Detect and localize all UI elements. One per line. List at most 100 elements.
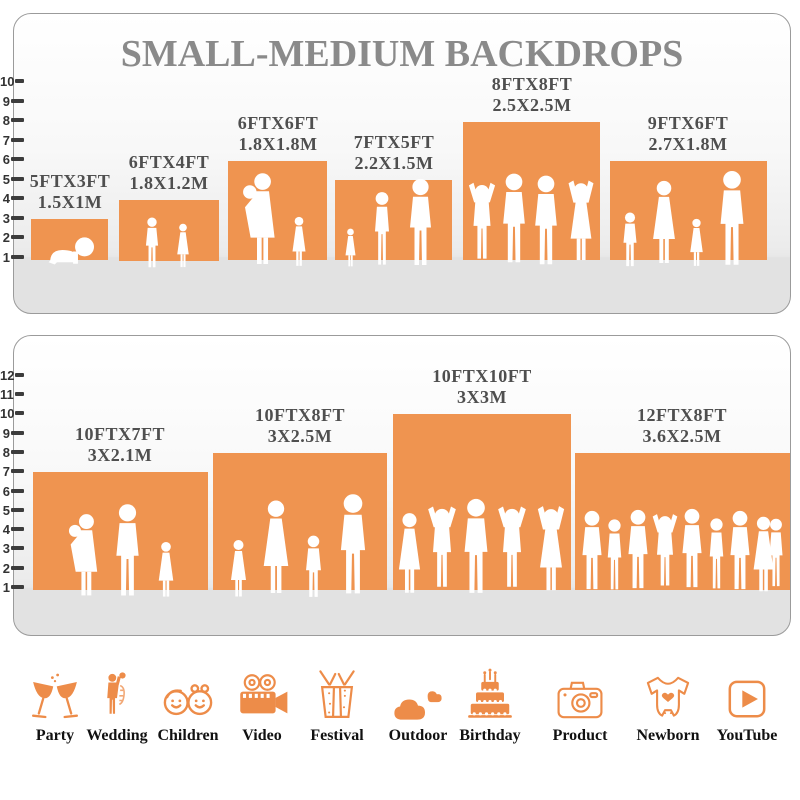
y-axis-tick: 8 — [0, 444, 24, 460]
woman-silhouette — [607, 519, 621, 590]
bar-label-5ftx3ft: 5FTX3FT 1.5X1M — [30, 171, 111, 213]
size-m: 1.8X1.8M — [238, 134, 318, 154]
man-silhouette — [627, 509, 648, 589]
tag-wedding: Wedding — [75, 664, 159, 745]
child-silhouette — [345, 228, 355, 267]
y-axis-tick-label: 5 — [2, 502, 10, 518]
man-silhouette — [729, 510, 750, 590]
page-title: SMALL-MEDIUM BACKDROPS — [120, 33, 684, 75]
y-axis-tick-label: 4 — [2, 190, 10, 206]
woman-silhouette — [398, 513, 421, 593]
people-silhouettes — [581, 508, 782, 592]
size-m: 1.5X1M — [37, 192, 103, 212]
y-axis-tick: 6 — [0, 483, 24, 499]
tag-youtube: YouTube — [705, 664, 789, 745]
y-axis-tick-mark — [14, 392, 24, 396]
children-icon — [163, 684, 213, 716]
tag-festival: Festival — [295, 664, 379, 745]
y-axis-tick-mark — [11, 508, 24, 512]
bar-8ftx8ft — [463, 122, 600, 265]
youtube-icon — [728, 680, 766, 718]
tag-outdoor: Outdoor — [376, 664, 460, 745]
y-axis-tick-mark — [11, 118, 24, 122]
large-backdrops-panel: 10FTX7FT 3X2.1M 10FTX8FT 3X2.5M — [13, 335, 791, 636]
people-silhouettes — [468, 173, 593, 265]
y-axis-tick-label: 1 — [2, 579, 10, 595]
people-silhouettes — [68, 504, 173, 597]
size-m: 3X2.5M — [267, 426, 333, 446]
y-axis-tick-label: 8 — [2, 444, 10, 460]
y-axis-tick-label: 7 — [2, 132, 10, 148]
man-silhouette — [464, 498, 488, 593]
y-axis-tick-label: 6 — [2, 483, 10, 499]
mother-holding-baby-silhouette — [242, 173, 275, 264]
y-axis-tick-mark — [11, 450, 24, 454]
y-axis-tick: 9 — [0, 94, 24, 109]
y-axis-tick-mark — [11, 431, 24, 435]
bar-10ftx10ft — [393, 414, 571, 593]
y-axis-tick: 1 — [0, 250, 24, 265]
newborn-icon — [646, 676, 690, 717]
y-axis-tick: 1 — [0, 579, 24, 595]
girl-silhouette — [177, 223, 189, 268]
y-axis-tick-label: 4 — [2, 521, 10, 537]
y-axis-tick-mark — [11, 585, 24, 589]
y-axis-tick-label: 10 — [0, 73, 15, 89]
size-ft: 10FTX7FT — [74, 424, 166, 444]
y-axis-tick-label: 3 — [2, 210, 10, 226]
man-silhouette — [534, 175, 557, 265]
person-arms-up-silhouette — [428, 506, 456, 587]
tag-label: Birthday — [459, 727, 521, 744]
boy-silhouette — [622, 212, 637, 267]
y-axis-tick-mark — [15, 79, 24, 83]
y-axis-tick-mark — [11, 527, 24, 531]
bar-label-7ftx5ft: 7FTX5FT 2.2X1.5M — [354, 132, 435, 174]
tag-label: Product — [552, 727, 608, 744]
bar-label-12ftx8ft: 12FTX8FT 3.6X2.5M — [637, 405, 727, 447]
tag-label: Video — [242, 727, 282, 744]
y-axis-tick: 11 — [0, 387, 24, 402]
man-silhouette — [581, 510, 602, 590]
girl-silhouette — [292, 216, 305, 266]
y-axis-tick-mark — [11, 235, 24, 239]
size-m: 2.5X2.5M — [492, 95, 572, 115]
people-silhouettes — [242, 173, 305, 266]
y-axis-tick: 9 — [0, 426, 24, 441]
woman-silhouette — [709, 518, 723, 589]
bar-label-10ftx8ft: 10FTX8FT 3X2.5M — [255, 405, 345, 447]
bar-10ftx8ft — [213, 453, 387, 597]
y-axis-tick-label: 2 — [2, 560, 10, 576]
y-axis-tick-label: 5 — [2, 171, 10, 187]
man-silhouette — [720, 170, 743, 265]
tag-children: Children — [146, 664, 230, 745]
y-axis-tick-mark — [15, 411, 24, 415]
bar-7ftx5ft — [335, 178, 452, 267]
y-axis-tick: 4 — [0, 521, 24, 537]
man-silhouette — [409, 178, 431, 265]
boy-silhouette — [145, 217, 159, 268]
y-axis-tick-mark — [11, 99, 24, 103]
y-axis-tick-label: 2 — [2, 229, 10, 245]
man-silhouette — [502, 173, 525, 263]
woman-arms-up-silhouette — [568, 180, 593, 261]
size-ft: 10FTX10FT — [432, 366, 532, 386]
bar-5ftx3ft — [31, 219, 108, 265]
tag-label: Children — [157, 727, 219, 744]
bar-label-6ftx4ft: 6FTX4FT 1.8X1.2M — [129, 152, 210, 194]
size-ft: 6FTX6FT — [237, 113, 319, 133]
party-icon — [31, 673, 79, 719]
y-axis-tick-mark — [11, 138, 24, 142]
y-axis-tick: 5 — [0, 502, 24, 518]
y-axis-tick-mark — [11, 157, 24, 161]
tag-birthday: Birthday — [448, 664, 532, 745]
bar-label-10ftx7ft: 10FTX7FT 3X2.1M — [75, 424, 165, 466]
crawling-baby-silhouette — [48, 237, 94, 265]
wedding-icon — [107, 672, 126, 714]
size-ft: 10FTX8FT — [254, 405, 346, 425]
woman-arms-up-silhouette — [537, 506, 565, 591]
y-axis-tick-label: 10 — [0, 405, 15, 421]
y-axis-tick-mark — [15, 373, 24, 377]
y-axis-tick: 12 — [0, 368, 24, 383]
people-silhouettes — [231, 494, 366, 597]
